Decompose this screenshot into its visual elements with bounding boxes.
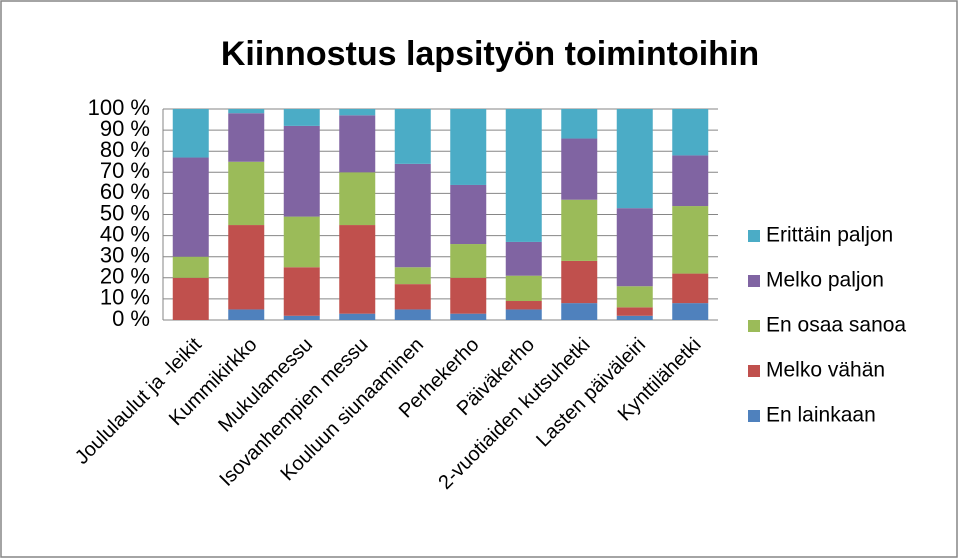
legend-swatch [748, 230, 760, 242]
bar-segment [561, 109, 598, 139]
bar-segment [283, 109, 320, 126]
y-tick-label: 30 % [100, 243, 150, 268]
bar-segment [616, 315, 653, 320]
bar-segment [228, 109, 265, 114]
bar-segment [672, 273, 709, 304]
bar-segment [505, 109, 542, 242]
y-tick-label: 60 % [100, 179, 150, 204]
bar-segment [339, 172, 376, 226]
bar-segment [283, 267, 320, 316]
legend-label: Melko vähän [766, 359, 885, 382]
bar-segment [172, 109, 209, 158]
bar-segment [228, 113, 265, 162]
y-tick-label: 40 % [100, 221, 150, 246]
y-tick-label: 70 % [100, 158, 150, 183]
bar-segment [616, 286, 653, 308]
bar-segment [283, 125, 320, 217]
bar-segment [228, 161, 265, 226]
bar-segment [672, 109, 709, 156]
legend-label: Melko paljon [766, 269, 884, 292]
y-tick-label: 50 % [100, 200, 150, 225]
bar-segment [450, 109, 487, 185]
y-tick-label: 0 % [112, 306, 150, 331]
bar-segment [339, 313, 376, 320]
bar-segment [394, 284, 431, 310]
legend-swatch [748, 365, 760, 377]
bar-segment [283, 315, 320, 320]
bar-segment [172, 277, 209, 320]
bar-segment [450, 277, 487, 314]
bar-segment [450, 244, 487, 278]
bar-segment [505, 275, 542, 302]
legend-label: Erittäin paljon [766, 224, 893, 247]
bar-segment [561, 303, 598, 320]
bar-segment [672, 206, 709, 274]
bar-segment [505, 309, 542, 320]
chart-title: Kiinnostus lapsityön toimintoihin [221, 35, 759, 73]
bar-segment [339, 109, 376, 116]
bar-segment [394, 163, 431, 268]
bar-segment [505, 241, 542, 276]
bar-segment [672, 303, 709, 320]
y-tick-label: 10 % [100, 285, 150, 310]
bar-segment [394, 267, 431, 285]
legend-label: En lainkaan [766, 404, 876, 427]
bar-segment [339, 225, 376, 314]
bar-segment [172, 256, 209, 278]
y-tick-label: 20 % [100, 264, 150, 289]
bar-segment [505, 301, 542, 310]
legend-swatch [748, 410, 760, 422]
legend-swatch [748, 275, 760, 287]
bar-segment [339, 115, 376, 173]
legend-label: En osaa sanoa [766, 314, 906, 337]
bar-segment [672, 155, 709, 207]
bar-segment [450, 184, 487, 245]
bar-segment [616, 208, 653, 287]
bar-segment [394, 109, 431, 164]
y-tick-label: 90 % [100, 116, 150, 141]
bar-segment [561, 260, 598, 304]
bar-segment [228, 225, 265, 310]
bar-segment [561, 138, 598, 200]
bar-segment [394, 309, 431, 320]
legend-swatch [748, 320, 760, 332]
y-tick-label: 100 % [88, 95, 150, 120]
bar-segment [228, 309, 265, 320]
bar-segment [283, 216, 320, 268]
bar-segment [450, 313, 487, 320]
bar-segment [616, 307, 653, 316]
y-tick-label: 80 % [100, 137, 150, 162]
bar-segment [561, 199, 598, 261]
bar-segment [616, 109, 653, 209]
bar-segment [172, 157, 209, 257]
